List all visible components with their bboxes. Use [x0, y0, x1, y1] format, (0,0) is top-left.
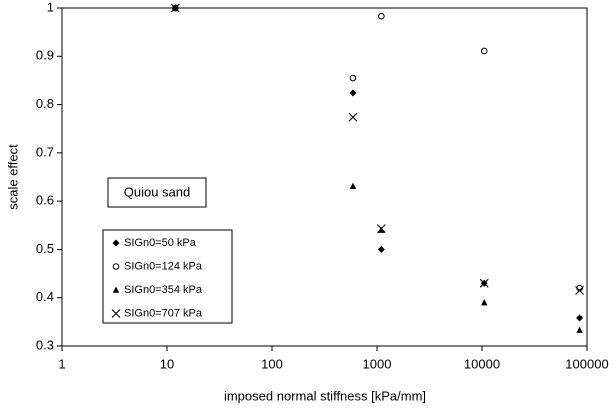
- y-tick-label: 0.9: [36, 48, 54, 63]
- y-tick-label: 0.4: [36, 289, 54, 304]
- marker-triangle: [481, 299, 488, 306]
- legend-box: [102, 229, 233, 324]
- legend-label: SIGn0=124 kPa: [124, 260, 203, 272]
- y-axis-label: scale effect: [5, 144, 20, 210]
- y-tick-label: 0.8: [36, 96, 54, 111]
- marker-circle: [378, 12, 385, 20]
- x-tick-label: 1: [58, 356, 65, 371]
- marker-triangle: [349, 182, 357, 189]
- marker-cross: [170, 3, 180, 13]
- legend-label: SIGn0=354 kPa: [124, 284, 203, 296]
- y-tick-label: 0.3: [36, 337, 54, 352]
- marker-cross: [575, 286, 584, 295]
- annotation-box: [107, 177, 207, 208]
- annotation: Quiou sand: [124, 184, 191, 199]
- marker-circle: [480, 47, 488, 55]
- marker-diamond: [349, 89, 357, 97]
- y-tick-label: 1: [47, 0, 54, 14]
- y-tick-label: 0.7: [36, 144, 54, 159]
- legend-label: SIGn0=707 kPa: [124, 307, 203, 319]
- marker-diamond: [576, 314, 584, 322]
- x-tick-label: 100000: [565, 356, 608, 371]
- marker-triangle: [576, 326, 583, 333]
- legend-label: SIGn0=50 kPa: [124, 237, 197, 249]
- plot-frame: [61, 7, 588, 347]
- marker-diamond: [112, 239, 120, 247]
- marker-triangle: [378, 226, 385, 233]
- marker-cross: [111, 309, 121, 318]
- x-tick-label: 10: [160, 356, 174, 371]
- x-tick-label: 10000: [464, 356, 500, 371]
- marker-circle: [112, 263, 120, 270]
- marker-diamond: [377, 245, 385, 253]
- y-tick-label: 0.6: [36, 193, 54, 208]
- marker-cross: [348, 112, 358, 122]
- y-tick-label: 0.5: [36, 241, 54, 256]
- x-axis-label: imposed normal stiffness [kPa/mm]: [224, 388, 426, 403]
- x-tick-label: 1000: [363, 356, 392, 371]
- marker-triangle: [112, 286, 120, 293]
- marker-circle: [349, 74, 357, 82]
- marker-cross: [479, 278, 489, 288]
- x-tick-label: 100: [261, 356, 283, 371]
- marker-cross: [376, 224, 386, 234]
